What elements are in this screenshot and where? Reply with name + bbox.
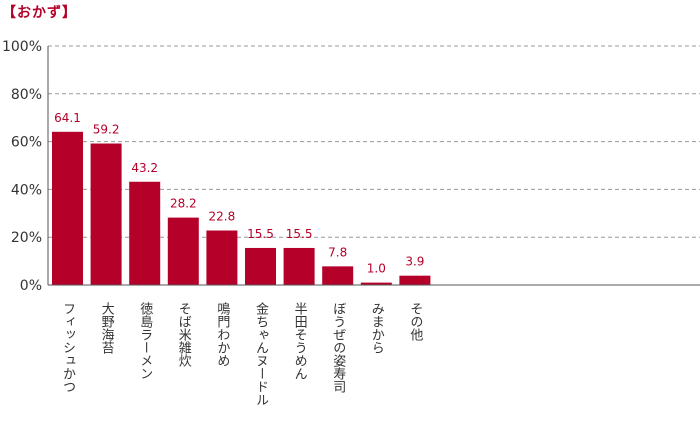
bar <box>167 217 199 285</box>
bar <box>245 247 276 285</box>
category-label: そば米雑炊 <box>176 302 192 367</box>
category-label: 大野海苔 <box>99 302 115 354</box>
data-label: 1.0 <box>367 262 386 276</box>
data-label: 15.5 <box>247 227 274 241</box>
value-labels: 64.1 59.2 43.2 28.2 22.8 15.5 15.5 7.8 1.0 3.9 <box>54 111 424 276</box>
y-tick-label: 20% <box>11 230 42 246</box>
category-label: ぼうぜの姿寿司 <box>330 302 346 393</box>
category-label: 金ちゃんヌードル <box>253 301 269 406</box>
data-label: 28.2 <box>170 197 197 211</box>
data-label: 22.8 <box>209 210 236 224</box>
data-label: 15.5 <box>286 227 313 241</box>
category-label: 徳島ラーメン <box>137 302 153 380</box>
category-labels: フィッシュかつ 大野海苔 徳島ラーメン そば米雑炊 鳴門わかめ 金ちゃんヌードル 半田そうめ… <box>60 301 423 406</box>
data-label: 64.1 <box>54 111 81 125</box>
bar <box>52 131 83 285</box>
data-label: 59.2 <box>93 123 120 137</box>
y-tick-label: 100% <box>2 39 42 55</box>
bar <box>129 181 161 285</box>
bar <box>360 282 392 285</box>
category-label: フィッシュかつ <box>60 302 75 393</box>
data-label: 43.2 <box>131 161 158 175</box>
category-label: みまから <box>369 302 384 354</box>
bars <box>52 131 431 285</box>
chart-title: 【おかず】 <box>2 5 77 21</box>
category-label: その他 <box>407 302 423 342</box>
bar <box>90 143 122 285</box>
bar <box>322 266 354 285</box>
y-tick-label: 60% <box>11 135 42 151</box>
bar <box>283 247 315 285</box>
y-tick-label: 40% <box>11 182 42 198</box>
bar <box>399 275 431 285</box>
y-tick-label: 0% <box>20 278 42 294</box>
category-label: 鳴門わかめ <box>214 302 230 367</box>
y-axis-ticks: 0% 20% 40% 60% 80% 100% <box>2 39 42 294</box>
category-label: 半田そうめん <box>292 302 308 380</box>
y-tick-label: 80% <box>11 87 42 103</box>
axes <box>47 46 700 286</box>
data-label: 3.9 <box>405 255 424 269</box>
bar <box>206 230 238 285</box>
data-label: 7.8 <box>328 245 347 259</box>
